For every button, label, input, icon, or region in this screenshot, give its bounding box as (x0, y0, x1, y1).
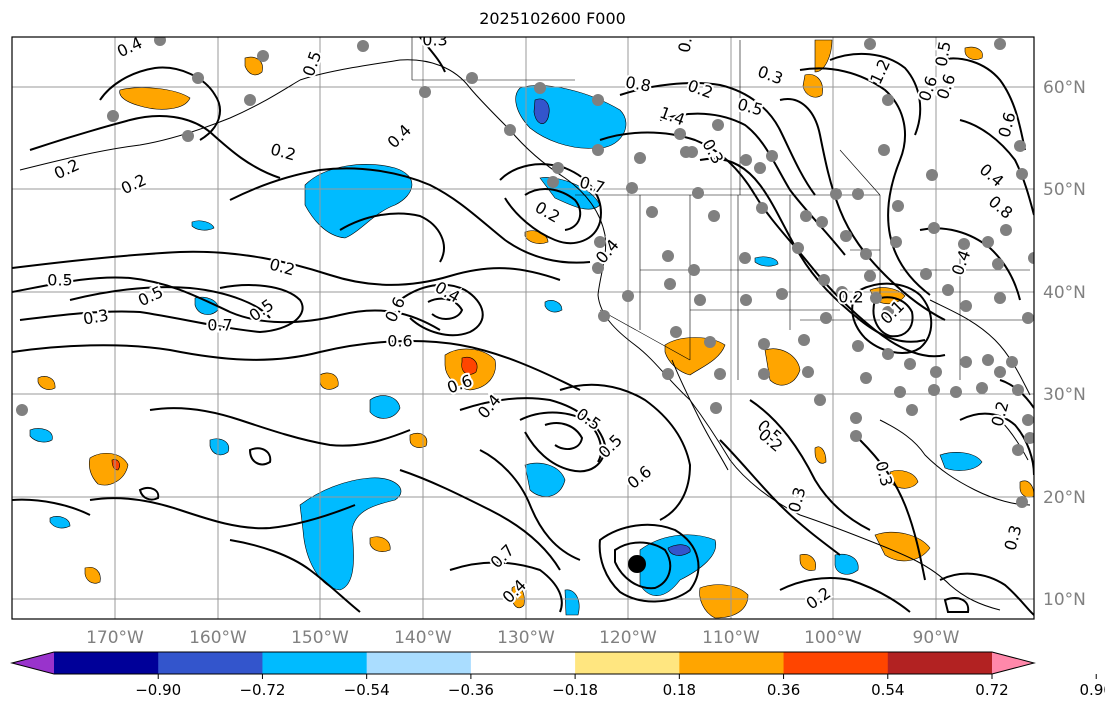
latitude-axis: 60°N 50°N 40°N 30°N 20°N 10°N (1043, 78, 1086, 610)
negative-anomaly-small-7 (564, 589, 580, 616)
station-dots (16, 37, 1034, 508)
lat-label-30n: 30°N (1043, 385, 1086, 405)
lat-label-10n: 10°N (1043, 590, 1086, 610)
strong-negative-alaska (533, 98, 550, 124)
contour-label: 0.3 (674, 26, 697, 54)
positive-anomaly-small-8 (964, 46, 983, 60)
positive-anomaly-aleutian (119, 87, 191, 110)
negative-anomaly-small-4 (939, 452, 983, 471)
colorbar-outline (10, 651, 1036, 675)
coastlines (19, 59, 1031, 611)
colorbar-tick-label: 0.54 (871, 681, 904, 699)
negative-anomaly-small-12 (544, 300, 563, 313)
positive-anomaly-small-2 (409, 432, 428, 448)
storm-center-marker (628, 555, 646, 573)
negative-anomaly-east-pacific (639, 534, 717, 596)
colorbar-segment (575, 652, 680, 674)
longitude-axis: 170°W 160°W 150°W 140°W 130°W 120°W 110°… (86, 628, 960, 648)
colorbar-tick-label: 0.18 (663, 681, 696, 699)
lon-label-160w: 160°W (189, 628, 247, 648)
colorbar-tick-label: −0.72 (239, 681, 285, 699)
colorbar-segment (679, 652, 785, 674)
graticule (12, 37, 1034, 619)
contour-label: 0.3 (422, 31, 447, 50)
colorbar: −0.90 −0.72 −0.54 −0.36 −0.18 0.18 0.36 0.54 0.7… (10, 651, 1105, 699)
contour-label: 0.6 (387, 332, 412, 351)
map-panel: 0.40.50.30.20.20.40.20.50.50.3 0.50.70.60… (12, 26, 1034, 619)
colorbar-segment (262, 652, 368, 674)
positive-anomaly-small-1 (319, 372, 339, 390)
strong-positive-hawaii-north (461, 357, 478, 375)
colorbar-tick-label: 0.90 (1080, 681, 1105, 699)
lat-label-20n: 20°N (1043, 488, 1086, 508)
negative-anomaly-small-10 (209, 438, 230, 456)
map-frame (11, 36, 1035, 620)
colorbar-segment (783, 652, 889, 674)
colorbar-extend-high (992, 652, 1034, 674)
colorbar-extend-low (12, 652, 54, 674)
lon-label-100w: 100°W (804, 628, 862, 648)
positive-anomaly-small-3 (369, 536, 391, 552)
negative-anomaly-small-6 (29, 428, 53, 443)
negative-anomaly-small-5 (834, 553, 859, 575)
colorbar-tick-label: −0.36 (448, 681, 494, 699)
positive-anomaly-small-11 (814, 446, 827, 464)
negative-anomaly-small-1 (369, 395, 401, 419)
negative-anomaly-small-11 (754, 256, 779, 267)
lon-label-170w: 170°W (86, 628, 144, 648)
colorbar-segment (54, 652, 159, 674)
lon-label-90w: 90°W (913, 628, 960, 648)
negative-anomaly-gulf-of-alaska (304, 164, 413, 239)
negative-anomaly-small-2 (524, 462, 566, 497)
lon-label-130w: 130°W (497, 628, 555, 648)
lat-label-40n: 40°N (1043, 283, 1086, 303)
lat-label-60n: 60°N (1043, 78, 1086, 98)
strong-positive-west (111, 459, 120, 471)
lon-label-140w: 140°W (394, 628, 452, 648)
lon-label-120w: 120°W (599, 628, 657, 648)
colorbar-segment (470, 652, 576, 674)
state-borders (411, 37, 1030, 380)
positive-anomaly-north (802, 74, 823, 98)
lat-label-50n: 50°N (1043, 180, 1086, 200)
strong-negative-east-pacific (667, 544, 691, 556)
positive-anomaly-small-10 (511, 585, 525, 609)
lon-label-150w: 150°W (291, 628, 349, 648)
positive-anomaly-small-6 (799, 554, 816, 571)
colorbar-tick-label: 0.72 (975, 681, 1008, 699)
positive-anomaly-north-2 (814, 39, 833, 73)
contour-label: 0.7 (207, 316, 232, 335)
positive-anomaly-small-12 (37, 376, 56, 390)
positive-anomaly-mexico-1 (764, 348, 801, 386)
negative-anomaly-small-8 (191, 220, 215, 231)
colorbar-tick-label: −0.18 (552, 681, 598, 699)
colorbar-segment (158, 652, 263, 674)
positive-anomaly-small-4 (84, 567, 101, 584)
map-title: 2025102600 F000 (479, 9, 626, 28)
positive-anomaly-small-7 (244, 56, 263, 76)
colorbar-tick-label: −0.54 (344, 681, 390, 699)
negative-anomaly-small-9 (49, 516, 71, 529)
contour-label: 0.2 (838, 288, 863, 307)
lon-label-110w: 110°W (702, 628, 760, 648)
positive-anomaly-south (699, 584, 749, 619)
contour-label: 0.5 (47, 271, 72, 290)
contour-lines (12, 37, 1034, 616)
colorbar-segment (887, 652, 993, 674)
colorbar-tick-label: −0.90 (135, 681, 181, 699)
colorbar-tick-label: 0.36 (767, 681, 800, 699)
colorbar-segment (366, 652, 472, 674)
